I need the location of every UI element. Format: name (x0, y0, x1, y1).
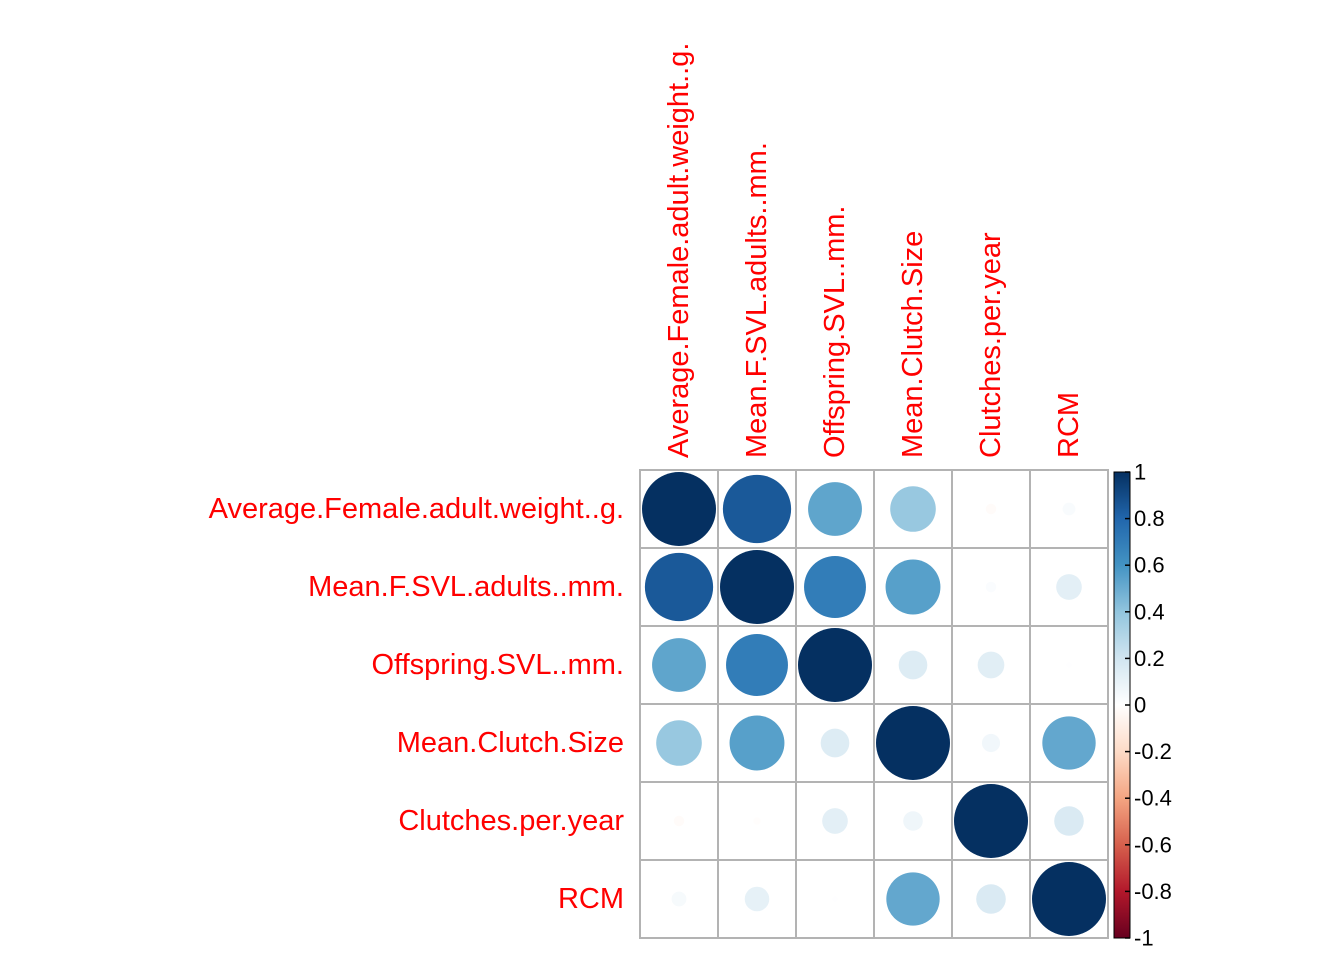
legend-tick-label: -0.4 (1134, 786, 1172, 811)
correlation-circle (1062, 502, 1076, 516)
column-label: RCM (1053, 392, 1085, 458)
legend-tick-label: -0.8 (1134, 879, 1172, 904)
correlation-circle (798, 628, 872, 702)
legend-tick-label: 0 (1134, 693, 1146, 718)
legend-tick-label: -0.6 (1134, 832, 1172, 857)
correlation-circle (832, 896, 838, 902)
correlation-circle (808, 482, 862, 536)
row-label: Average.Female.adult.weight..g. (209, 493, 624, 525)
correlation-circle (804, 556, 866, 618)
correlation-circle (977, 651, 1005, 679)
correlation-circle (673, 815, 685, 827)
correlation-circle (644, 552, 714, 622)
row-label: Offspring.SVL..mm. (372, 649, 625, 681)
correlation-circle (1056, 574, 1082, 600)
legend-tick-label: 1 (1134, 460, 1146, 485)
legend-tick-label: 0.2 (1134, 646, 1165, 671)
correlation-circle (976, 884, 1006, 914)
column-label: Average.Female.adult.weight..g. (663, 43, 695, 458)
correlation-circle (1066, 662, 1072, 668)
correlation-circle (753, 817, 761, 825)
correlation-circle (744, 886, 770, 912)
column-label: Clutches.per.year (975, 232, 1007, 458)
correlation-circle (1054, 806, 1084, 836)
correlation-circle (652, 638, 706, 692)
correlation-circle (1042, 716, 1096, 770)
row-label: Mean.Clutch.Size (397, 727, 624, 759)
legend-tick-label: -1 (1134, 926, 1154, 951)
row-label: RCM (558, 883, 624, 915)
row-label: Mean.F.SVL.adults..mm. (308, 571, 624, 603)
correlation-circle (671, 891, 687, 907)
correlation-circle (820, 728, 850, 758)
column-label: Mean.Clutch.Size (897, 231, 929, 458)
column-labels: Average.Female.adult.weight..g. Mean.F.SV… (663, 43, 1085, 458)
correlation-circle (726, 634, 788, 696)
color-legend: 1 0.8 0.6 0.4 0.2 0 -0.2 -0.4 -0.6 -0.8 -1 (1113, 460, 1172, 951)
correlation-circle (981, 733, 1001, 753)
matrix-grid (639, 469, 1109, 939)
legend-tick-label: 0.4 (1134, 599, 1165, 624)
legend-tick-label: 0.6 (1134, 553, 1165, 578)
legend-tick-label: 0.8 (1134, 506, 1165, 531)
correlation-circle (886, 872, 940, 926)
correlation-circle (890, 486, 936, 532)
correlation-circle (729, 715, 785, 771)
correlation-circle (876, 706, 950, 780)
correlation-circles (642, 472, 1106, 936)
correlation-circle (898, 650, 928, 680)
correlation-circle (722, 474, 792, 544)
correlation-circle (642, 472, 716, 546)
legend-tick-label: -0.2 (1134, 739, 1172, 764)
correlation-circle (985, 503, 997, 515)
column-label: Mean.F.SVL.adults..mm. (741, 142, 773, 458)
correlation-circle (903, 811, 923, 831)
row-label: Clutches.per.year (398, 805, 624, 837)
correlation-circle (656, 720, 702, 766)
correlation-circle (822, 808, 848, 834)
correlation-circle (885, 559, 941, 615)
correlation-circle (1032, 862, 1106, 936)
correlation-circle (720, 550, 794, 624)
column-label: Offspring.SVL..mm. (819, 206, 851, 459)
correlation-circle (985, 581, 997, 593)
correlation-circle (954, 784, 1028, 858)
row-labels: Average.Female.adult.weight..g. Mean.F.SV… (209, 493, 625, 915)
